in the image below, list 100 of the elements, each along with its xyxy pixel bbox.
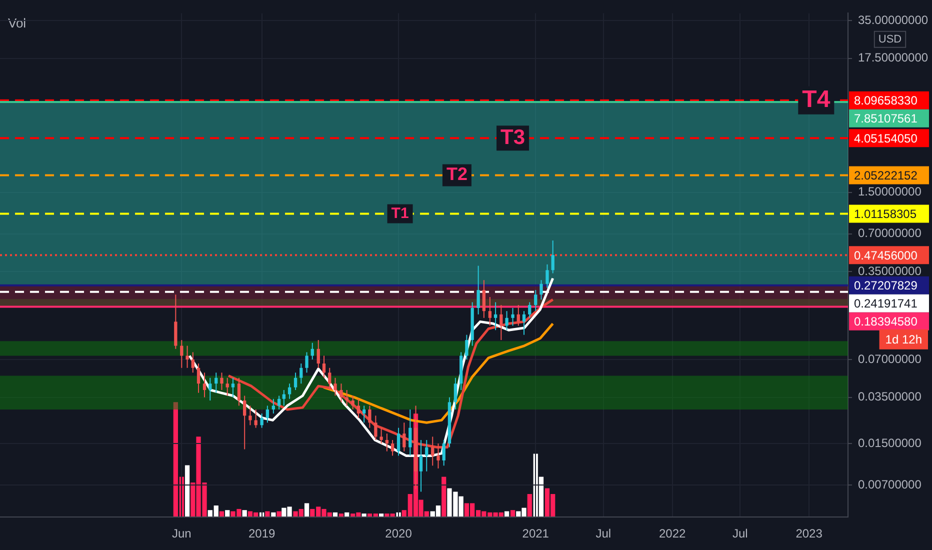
candlestick <box>374 415 378 440</box>
candlestick <box>500 304 503 341</box>
candlestick <box>516 304 520 326</box>
annotation: T2 <box>446 164 468 184</box>
candlestick <box>310 342 314 360</box>
candlestick <box>226 377 229 396</box>
candlestick <box>272 398 276 414</box>
candlestick <box>260 413 264 428</box>
bar <box>225 510 230 517</box>
candlestick <box>300 363 303 384</box>
candlestick <box>237 377 241 406</box>
y-tick-label: 35.00000000 <box>858 12 928 27</box>
candlestick <box>351 395 354 410</box>
candlestick <box>294 372 298 391</box>
candlestick <box>380 427 383 444</box>
candlestick <box>305 352 308 374</box>
x-tick-label: 2021 <box>522 526 550 541</box>
candlestick <box>248 405 252 426</box>
y-tick-label: 0.00700000 <box>858 477 922 492</box>
ref-line-label: 1.01158305 <box>854 207 917 222</box>
candlestick <box>208 377 212 402</box>
candlestick <box>476 265 480 315</box>
bar <box>527 494 532 517</box>
candlestick <box>282 390 286 406</box>
candlestick <box>528 302 532 318</box>
candlestick <box>408 408 412 456</box>
ref-line-label: 7.85107561 <box>854 112 918 126</box>
y-tick-label: 17.50000000 <box>858 50 928 65</box>
candlestick <box>465 334 468 360</box>
bar <box>184 465 190 517</box>
candlestick <box>334 377 337 396</box>
candlestick <box>540 280 543 300</box>
candlestick <box>546 264 549 288</box>
candlestick <box>356 398 360 418</box>
bar <box>510 510 516 517</box>
candlestick <box>419 440 423 492</box>
candlestick <box>368 405 372 428</box>
candlestick <box>288 383 292 400</box>
candlestick <box>505 310 508 331</box>
annotation: T4 <box>802 86 831 113</box>
x-tick-label: Jun <box>172 526 192 541</box>
candlestick <box>214 372 218 394</box>
candlestick <box>482 280 486 318</box>
candlestick <box>522 310 526 336</box>
bar <box>442 476 446 517</box>
candlestick <box>277 395 281 410</box>
candlestick <box>180 340 184 368</box>
candlestick <box>511 307 514 326</box>
x-tick-label: 2019 <box>248 526 276 541</box>
candlestick <box>196 363 200 394</box>
y-tick-label: 0.70000000 <box>858 226 922 240</box>
candlestick <box>431 436 434 466</box>
ref-line-label: 8.09658330 <box>854 94 918 108</box>
text: 1d 12h <box>885 332 922 347</box>
candlestick <box>322 355 326 378</box>
y-tick-label: 0.35000000 <box>858 264 922 278</box>
ref-line-label: 0.24191741 <box>854 296 918 311</box>
candlestick <box>436 443 440 469</box>
candlestick <box>186 345 189 368</box>
candlestick <box>340 383 343 403</box>
annotation: T3 <box>500 126 526 149</box>
candlestick <box>494 302 498 331</box>
y-tick-label: 0.01500000 <box>858 436 922 450</box>
candlestick <box>385 433 388 452</box>
y-axis-title: USD <box>878 33 902 46</box>
candlestick <box>402 422 406 452</box>
candlestick <box>202 372 206 398</box>
candlestick <box>534 290 538 312</box>
candlestick <box>191 352 194 374</box>
candlestick <box>396 427 400 456</box>
candlestick <box>442 440 446 466</box>
candlestick <box>254 408 258 428</box>
candlestick <box>231 377 235 398</box>
x-tick-label: 2022 <box>658 526 686 541</box>
ref-line-label: 0.47456000 <box>854 248 918 262</box>
candlestick <box>316 340 320 368</box>
x-tick-label: 2023 <box>796 526 823 541</box>
ref-line-label: 4.05154050 <box>854 131 918 146</box>
x-tick-label: Jul <box>596 526 612 541</box>
candlestick <box>454 377 458 410</box>
candlestick <box>362 405 366 424</box>
candlestick <box>243 395 246 450</box>
annotation: T1 <box>391 204 409 222</box>
candlestick <box>220 372 224 391</box>
candlestick <box>488 296 492 326</box>
bar <box>276 511 282 517</box>
y-tick-label: 0.03500000 <box>858 390 922 404</box>
y-tick-label: 0.07000000 <box>858 352 922 366</box>
x-tick-label: Jul <box>732 526 748 541</box>
ref-line-label: 0.18394580 <box>854 314 918 329</box>
x-tick-label: 2020 <box>385 526 412 541</box>
candlestick <box>390 440 394 456</box>
candlestick <box>328 367 332 391</box>
bar <box>242 510 247 517</box>
candlestick <box>266 405 270 424</box>
candlestick <box>425 440 428 472</box>
candlestick <box>551 240 554 274</box>
y-tick-label: 1.50000000 <box>858 184 922 199</box>
ref-line-label: 2.05222152 <box>854 168 918 183</box>
bar <box>304 503 310 517</box>
